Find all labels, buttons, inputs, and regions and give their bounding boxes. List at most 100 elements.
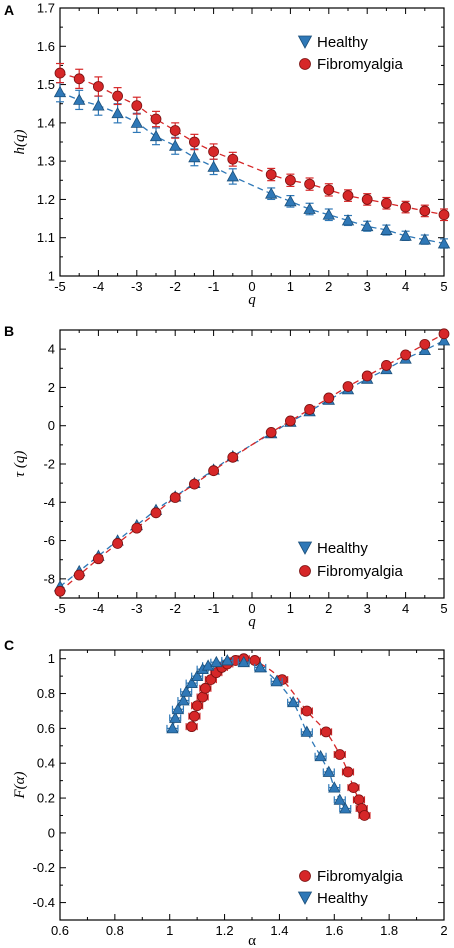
data-point-fibromyalgia-a-10: [265, 169, 277, 180]
plot-frame-a: [59, 7, 445, 277]
data-point-fibromyalgia-c-4: [199, 682, 211, 694]
data-point-healthy-c-18: [328, 781, 341, 793]
data-point-fibromyalgia-a-1: [73, 73, 85, 85]
y-tick-label-b-0: -8: [43, 571, 55, 586]
y-tick-label-c-5: 0.6: [37, 721, 55, 736]
panel-b: B -5 -4 -3 -2 -1 0 1 2 3 4 5 -8 -6 -4 -2 0 2 4 q τ (q) He…: [4, 323, 451, 630]
y-tick-label-b-6: 4: [48, 342, 55, 357]
x-tick-label-c-7: 2: [440, 923, 447, 938]
x-tick-label-a-1: -4: [93, 279, 105, 294]
data-point-fibromyalgia-b-11: [284, 415, 296, 427]
data-point-fibromyalgia-b-15: [361, 370, 373, 382]
legend-fibromyalgia-label-c: Fibromyalgia: [317, 868, 404, 885]
data-point-fibromyalgia-b-4: [131, 522, 143, 534]
y-tick-label-b-2: -4: [43, 495, 55, 510]
legend-healthy-label-b: Healthy: [317, 540, 368, 557]
legend-b: Healthy Fibromyalgia: [297, 540, 404, 580]
data-point-healthy-c-6: [190, 669, 204, 682]
data-point-healthy-a-14: [341, 214, 355, 226]
data-point-healthy-c-20: [339, 802, 352, 814]
data-point-fibromyalgia-b-10: [265, 427, 277, 438]
data-point-healthy-a-0: [53, 85, 67, 98]
x-tick-label-b-4: -1: [208, 601, 220, 616]
data-point-healthy-c-8: [201, 659, 215, 671]
legend-fibromyalgia-marker-a: [299, 58, 311, 70]
x-tick-label-b-3: -2: [169, 601, 181, 616]
data-point-healthy-a-8: [207, 160, 220, 172]
panel-letter-a: A: [4, 2, 14, 18]
x-tick-label-a-9: 4: [402, 279, 409, 294]
x-tick-label-b-0: -5: [54, 601, 66, 616]
data-point-healthy-c-13: [270, 675, 283, 687]
x-axis-label-a: q: [248, 292, 256, 308]
data-point-healthy-a-12: [303, 202, 316, 214]
data-point-fibromyalgia-a-5: [150, 113, 162, 125]
x-tick-label-b-9: 4: [402, 601, 409, 616]
data-point-fibromyalgia-c-14: [320, 726, 332, 738]
data-point-fibromyalgia-b-8: [208, 465, 220, 477]
panel-c: C 0.6 0.8 1 1.2 1.4 1.6 1.8 2 -0.4 -0.2 0 0.2 0.4 0.6…: [4, 637, 448, 948]
x-tick-label-a-10: 5: [440, 279, 447, 294]
data-point-healthy-c-10: [221, 654, 234, 666]
x-tick-label-b-6: 1: [287, 601, 294, 616]
y-tick-label-c-1: -0.2: [33, 860, 55, 875]
legend-a: Healthy Fibromyalgia: [297, 34, 404, 73]
data-point-fibromyalgia-c-15: [334, 749, 346, 760]
data-point-fibromyalgia-a-3: [112, 90, 123, 102]
x-tick-label-c-1: 0.8: [106, 923, 124, 938]
y-axis-label-b: τ (q): [12, 451, 28, 478]
y-tick-label-a-7: 1.7: [37, 1, 55, 16]
data-point-fibromyalgia-a-8: [208, 146, 220, 157]
data-point-fibromyalgia-c-0: [186, 721, 198, 733]
data-point-healthy-a-13: [322, 208, 335, 220]
y-tick-label-c-3: 0.2: [37, 791, 55, 806]
data-point-fibromyalgia-b-5: [150, 507, 162, 519]
data-point-fibromyalgia-b-14: [342, 381, 354, 392]
legend-healthy-marker-b: [297, 541, 313, 555]
panel-letter-b: B: [4, 323, 14, 339]
data-point-healthy-c-12: [254, 661, 267, 673]
data-point-healthy-a-1: [73, 93, 86, 105]
x-tick-label-a-5: 0: [248, 279, 255, 294]
x-tick-label-b-5: 0: [248, 601, 255, 616]
x-tick-label-c-0: 0.6: [51, 923, 69, 938]
y-tick-label-b-4: 0: [48, 418, 55, 433]
y-tick-label-c-6: 0.8: [37, 686, 55, 701]
data-point-fibromyalgia-c-1: [188, 710, 200, 722]
data-point-healthy-a-19: [437, 237, 451, 249]
data-point-fibromyalgia-a-19: [438, 209, 450, 221]
series-line-healthy-c: [171, 659, 346, 809]
data-point-healthy-c-3: [177, 694, 190, 706]
data-point-fibromyalgia-a-0: [54, 67, 66, 79]
data-point-fibromyalgia-b-13: [323, 392, 335, 404]
data-point-healthy-a-6: [169, 139, 182, 151]
data-point-healthy-c-16: [314, 749, 327, 762]
data-point-fibromyalgia-b-16: [380, 360, 392, 371]
data-point-healthy-a-16: [380, 223, 393, 235]
data-point-fibromyalgia-a-16: [380, 197, 392, 209]
x-tick-label-a-7: 2: [325, 279, 332, 294]
data-point-fibromyalgia-c-13: [301, 705, 313, 717]
legend-fibromyalgia-label-a: Fibromyalgia: [317, 56, 404, 73]
y-tick-label-a-4: 1.4: [37, 115, 55, 130]
data-point-fibromyalgia-a-12: [304, 178, 316, 190]
data-point-fibromyalgia-a-2: [93, 81, 104, 92]
y-tick-label-a-2: 1.2: [37, 192, 55, 207]
y-tick-label-a-5: 1.5: [37, 77, 55, 92]
data-point-fibromyalgia-a-14: [342, 190, 354, 202]
data-point-healthy-c-5: [185, 676, 198, 688]
series-line-healthy-b: [59, 339, 445, 588]
legend-healthy-label-c: Healthy: [317, 890, 368, 907]
data-point-healthy-a-7: [188, 150, 201, 163]
y-tick-label-a-6: 1.6: [37, 39, 55, 54]
panel-letter-c: C: [4, 637, 14, 653]
data-point-fibromyalgia-b-2: [93, 553, 104, 565]
data-point-healthy-c-11: [237, 655, 250, 668]
data-point-fibromyalgia-a-15: [361, 194, 373, 205]
x-tick-label-a-8: 3: [364, 279, 371, 294]
x-tick-label-a-6: 1: [287, 279, 294, 294]
x-axis-label-b: q: [248, 614, 256, 630]
data-point-fibromyalgia-b-7: [188, 478, 200, 490]
legend-healthy-label-a: Healthy: [317, 34, 368, 51]
